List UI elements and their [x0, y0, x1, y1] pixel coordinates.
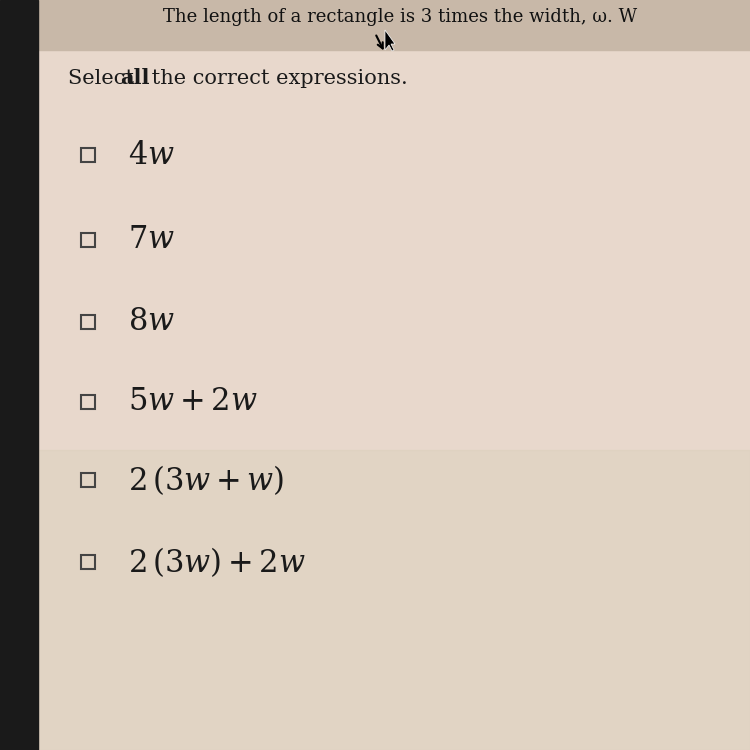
Text: $2\,(3w + w)$: $2\,(3w + w)$: [128, 463, 284, 497]
Bar: [0, 0, 750, 50]
Bar: [38, 450, 750, 750]
Text: all: all: [120, 68, 149, 88]
Text: $8w$: $8w$: [128, 307, 175, 338]
Text: $5w + 2w$: $5w + 2w$: [128, 386, 257, 418]
Text: $4w$: $4w$: [128, 140, 175, 170]
Polygon shape: [385, 30, 395, 51]
Text: $2\,(3w) + 2w$: $2\,(3w) + 2w$: [128, 545, 305, 579]
Text: Select: Select: [68, 68, 141, 88]
Text: $7w$: $7w$: [128, 224, 175, 256]
Bar: [0, 0, 38, 750]
Text: the correct expressions.: the correct expressions.: [145, 68, 408, 88]
Text: The length of a rectangle is 3 times the width, ω. W: The length of a rectangle is 3 times the…: [163, 8, 637, 26]
